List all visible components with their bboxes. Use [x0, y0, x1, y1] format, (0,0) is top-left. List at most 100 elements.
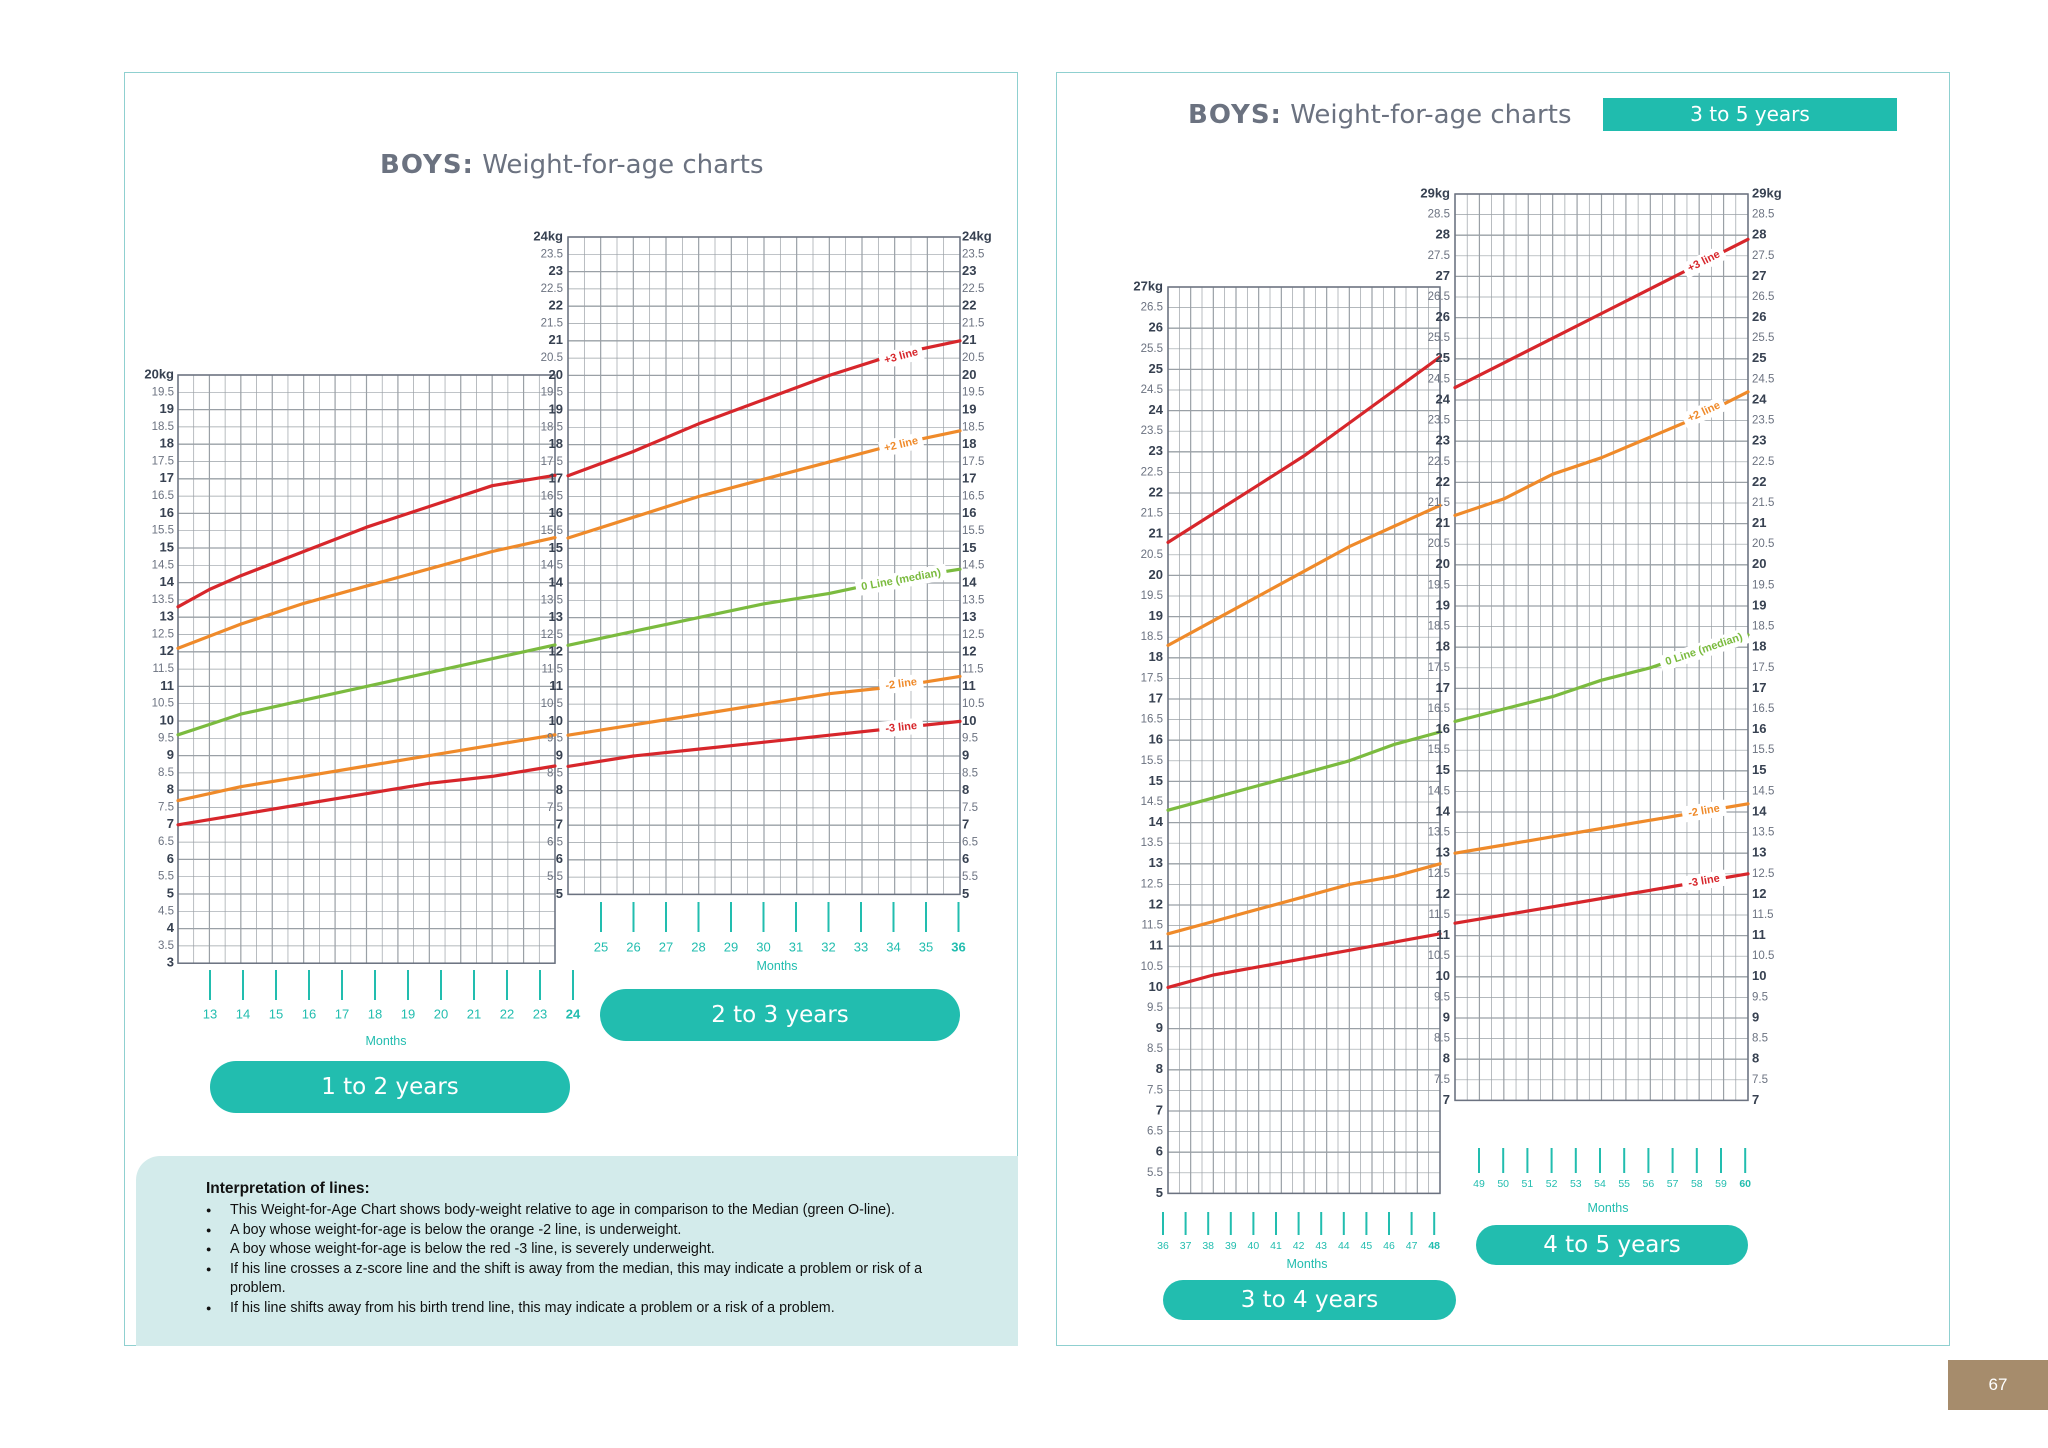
- y-tick-label: 15.5: [962, 525, 984, 537]
- plot-frame: [567, 236, 961, 896]
- y-tick-label: 24.5: [1141, 384, 1163, 396]
- series-label-median: 0 Line (median): [1664, 631, 1745, 668]
- y-tick-label: 23.5: [1428, 415, 1450, 427]
- y-tick-label: 15: [160, 539, 174, 554]
- y-tick-label: 25.5: [1752, 332, 1774, 344]
- age-pill-4-to-5: 4 to 5 years: [1476, 1225, 1748, 1265]
- x-tick-label: 35: [919, 939, 933, 954]
- y-tick-label: 16: [1752, 721, 1766, 736]
- y-tick-label: 22.5: [1428, 456, 1450, 468]
- y-tick-label: 13: [1149, 855, 1163, 870]
- y-tick-label: 14: [1149, 814, 1164, 829]
- y-tick-label: 25.5: [1428, 332, 1450, 344]
- x-tick-label: 32: [821, 939, 835, 954]
- y-tick-label: 14: [1436, 803, 1451, 818]
- y-tick-label: 8: [1752, 1051, 1759, 1066]
- y-tick-label: 25.5: [1141, 343, 1163, 355]
- y-tick-label: 17: [1149, 690, 1163, 705]
- y-tick-label: 12: [1149, 896, 1163, 911]
- y-tick-label: 24.5: [1752, 373, 1774, 385]
- y-tick-label: 10.5: [1141, 961, 1163, 973]
- y-tick-label: 9.5: [1147, 1002, 1163, 1014]
- y-tick-label: 16.5: [541, 491, 563, 503]
- age-range-banner: 3 to 5 years: [1603, 98, 1897, 131]
- plot-frame: [1454, 193, 1749, 1102]
- y-tick-label: 21: [1436, 515, 1450, 530]
- y-tick-label: 16: [1436, 721, 1450, 736]
- y-tick-label: 20kg: [144, 366, 174, 381]
- series-line-median: [176, 643, 557, 737]
- y-tick-label: 19: [160, 401, 174, 416]
- plot-frame: [177, 374, 556, 964]
- y-tick-label: 20.5: [1428, 538, 1450, 550]
- series-label-bg: [1681, 869, 1728, 893]
- y-tick-label: 6: [167, 851, 174, 866]
- y-tick-label: 17.5: [962, 456, 984, 468]
- x-tick-label: 34: [886, 939, 900, 954]
- title-bold: BOYS:: [1188, 100, 1282, 130]
- x-tick-label: 29: [724, 939, 738, 954]
- series-line-plus2: [1166, 503, 1442, 648]
- series-label-minus2: -2 line: [885, 676, 918, 692]
- y-tick-label: 15: [962, 540, 976, 555]
- y-tick-label: 7.5: [962, 802, 978, 814]
- y-tick-label: 19: [1752, 597, 1766, 612]
- y-tick-label: 7: [1156, 1102, 1163, 1117]
- left-page-panel: [124, 72, 1018, 1346]
- y-tick-label: 7.5: [1147, 1084, 1163, 1096]
- y-tick-label: 18.5: [1141, 631, 1163, 643]
- series-line-plus3: [1166, 355, 1442, 545]
- y-tick-label: 6.5: [962, 837, 978, 849]
- y-tick-label: 7.5: [1434, 1074, 1450, 1086]
- series-label-bg: [1681, 799, 1728, 823]
- age-pill-3-to-4: 3 to 4 years: [1163, 1280, 1456, 1320]
- y-tick-label: 17.5: [152, 456, 174, 468]
- x-tick-label: 28: [691, 939, 705, 954]
- x-tick-label: 36: [951, 939, 965, 954]
- y-tick-label: 14.5: [541, 560, 563, 572]
- y-tick-label: 6.5: [547, 837, 563, 849]
- y-tick-label: 8.5: [547, 767, 563, 779]
- x-tick-label: 45: [1361, 1240, 1373, 1252]
- y-tick-label: 24kg: [533, 228, 563, 243]
- y-tick-label: 7: [1443, 1092, 1450, 1107]
- y-tick-label: 11.5: [152, 663, 174, 675]
- y-tick-label: 25: [1436, 350, 1450, 365]
- y-tick-label: 12.5: [962, 629, 984, 641]
- y-tick-label: 11: [1752, 927, 1766, 942]
- y-tick-label: 14: [160, 574, 175, 589]
- y-tick-label: 22: [1149, 484, 1163, 499]
- series-line-median: [1166, 730, 1442, 812]
- y-tick-label: 10.5: [1752, 950, 1774, 962]
- y-tick-label: 4.5: [158, 905, 174, 917]
- y-tick-label: 23.5: [541, 248, 563, 260]
- x-tick-label: 47: [1406, 1240, 1418, 1252]
- y-tick-label: 8.5: [158, 767, 174, 779]
- y-tick-label: 9: [1752, 1009, 1759, 1024]
- y-tick-label: 9.5: [547, 733, 563, 745]
- y-tick-label: 13.5: [1428, 827, 1450, 839]
- y-tick-label: 25: [1149, 361, 1163, 376]
- x-tick-label: 31: [789, 939, 803, 954]
- y-tick-label: 12: [1752, 886, 1766, 901]
- y-tick-label: 23: [1752, 433, 1766, 448]
- y-tick-label: 28: [1752, 227, 1766, 242]
- x-axis-label: Months: [366, 1034, 407, 1048]
- y-tick-label: 11: [549, 678, 563, 693]
- y-tick-label: 15.5: [541, 525, 563, 537]
- interpretation-box: Interpretation of lines: This Weight-for…: [136, 1156, 1018, 1346]
- y-tick-label: 23: [549, 263, 563, 278]
- y-tick-label: 18: [160, 436, 174, 451]
- y-tick-label: 20.5: [1141, 549, 1163, 561]
- x-tick-label: 54: [1594, 1178, 1606, 1190]
- y-tick-label: 8: [962, 782, 969, 797]
- x-tick-label: 24: [566, 1006, 581, 1021]
- y-tick-label: 15.5: [1141, 755, 1163, 767]
- y-tick-label: 12.5: [152, 629, 174, 641]
- y-tick-label: 26.5: [1752, 291, 1774, 303]
- y-tick-label: 9: [1443, 1009, 1450, 1024]
- y-tick-label: 9: [167, 747, 174, 762]
- x-axis-label: Months: [757, 959, 798, 973]
- interpretation-item: This Weight-for-Age Chart shows body-wei…: [206, 1201, 950, 1221]
